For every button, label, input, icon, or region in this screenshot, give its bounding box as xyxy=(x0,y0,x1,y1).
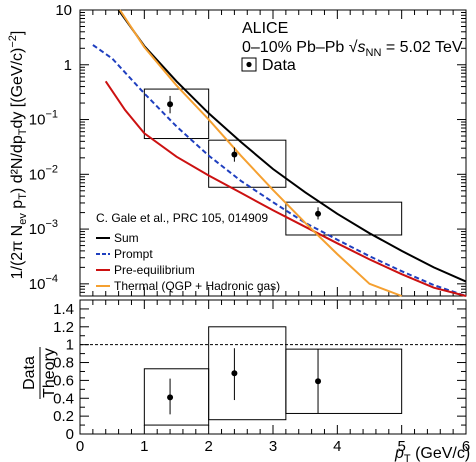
systematic-box xyxy=(285,201,403,236)
x-axis-title: pT (GeV/c) xyxy=(394,445,470,462)
ratio-y-tick-label: 0.8 xyxy=(53,355,74,372)
ratio-y-tick-label: 0.6 xyxy=(53,372,74,389)
curve-thermal-qgp-hadronic-gas xyxy=(119,9,403,297)
ylabel-formula: 1/(2π N xyxy=(9,225,26,280)
top-ylabel: 1/(2π Nev pT) d²N/dpTdy [(GeV/c)−2] xyxy=(7,31,29,280)
top-axis-ticks: 10 1 10−1 10−2 10−3 10−4 xyxy=(29,2,467,297)
legend-data-label: Data xyxy=(262,57,296,74)
bottom-systematic-boxes xyxy=(143,326,403,426)
legend-curves: Sum Prompt Pre-equilibrium Thermal (QGP + H… xyxy=(96,231,280,293)
y-tick-label: 1 xyxy=(64,57,72,74)
x-tick-label: 3 xyxy=(269,438,277,455)
legend-entry-label: Sum xyxy=(114,231,139,245)
ratio-systematic-box xyxy=(143,368,210,426)
y-tick-label: 10−3 xyxy=(29,218,58,238)
ratio-point xyxy=(231,370,238,377)
sqrt-symbol: √ xyxy=(349,39,358,56)
x-tick-label: 5 xyxy=(397,438,405,455)
ratio-y-tick-label: 1.2 xyxy=(53,319,74,336)
top-curves xyxy=(92,9,467,297)
y-tick-label: 10−4 xyxy=(29,273,58,293)
ratio-systematic-box xyxy=(285,348,403,414)
ratio-numerator: Data xyxy=(21,356,38,390)
experiment-title: ALICE xyxy=(242,20,288,37)
ratio-y-tick-label: 0 xyxy=(66,426,74,443)
curve-prompt xyxy=(92,44,467,297)
top-data-points xyxy=(167,95,322,220)
legend-data-marker-box xyxy=(241,57,257,72)
x-tick-label: 0 xyxy=(76,438,84,455)
bottom-ylabel: Data Theory xyxy=(21,347,58,399)
theory-reference: C. Gale et al., PRC 105, 014909 xyxy=(96,211,268,225)
ylabel-unit: [(GeV/c) xyxy=(9,48,26,108)
bottom-data-points xyxy=(167,348,322,415)
y-tick-label: 10 xyxy=(55,2,72,19)
ratio-point xyxy=(167,394,174,401)
top-systematic-boxes xyxy=(143,88,403,236)
ratio-denominator: Theory xyxy=(41,348,58,398)
curve-pre-equilibrium xyxy=(104,80,467,297)
bottom-panel-frame xyxy=(79,299,467,435)
curve-sum xyxy=(117,9,467,283)
x-tick-label: 6 xyxy=(462,438,470,455)
systematic-box xyxy=(208,139,287,188)
y-tick-label: 10−2 xyxy=(29,163,58,183)
data-point xyxy=(231,151,238,158)
legend-data-marker xyxy=(246,61,252,68)
ratio-y-tick-label: 0.2 xyxy=(53,408,74,425)
data-point xyxy=(315,210,322,217)
legend-entry-label: Pre-equilibrium xyxy=(114,263,195,277)
collision-system: 0–10% Pb–Pb √sNN = 5.02 TeV xyxy=(242,39,463,59)
ratio-y-tick-label: 0.4 xyxy=(53,390,74,407)
x-tick-label: 1 xyxy=(140,438,148,455)
bottom-axis-ticks: 00.20.40.60.811.21.40 1 2 3 4 5 6 xyxy=(53,299,470,455)
x-tick-label: 4 xyxy=(333,438,341,455)
ratio-y-tick-label: 1.4 xyxy=(53,301,74,318)
svg-text:1/(2π Nev pT) d²N/dpTdy [(GeV: 1/(2π Nev pT) d²N/dpTdy [(GeV/c)−2] xyxy=(7,31,29,280)
legend-entry-label: Prompt xyxy=(114,247,153,261)
ratio-y-tick-label: 1 xyxy=(66,337,74,354)
legend-entry-label: Thermal (QGP + Hadronic gas) xyxy=(114,279,280,293)
ratio-systematic-box xyxy=(208,326,287,421)
data-point xyxy=(167,101,174,108)
y-tick-label: 10−1 xyxy=(29,109,58,129)
ratio-point xyxy=(315,378,322,385)
systematic-box xyxy=(143,88,210,140)
legend-data-entry: Data xyxy=(241,57,296,74)
x-tick-label: 2 xyxy=(204,438,212,455)
